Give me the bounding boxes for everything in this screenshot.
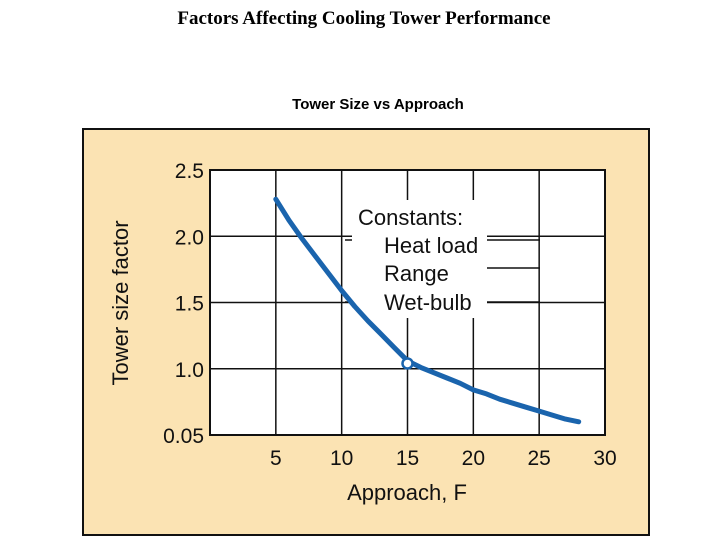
y-tick-label: 0.05 [163,425,204,448]
series-line [273,196,582,425]
annotation-heading: Constants: [358,205,463,230]
x-axis-title: Approach, F [347,480,467,505]
y-tick-label: 2.0 [175,226,204,249]
x-tick-label: 5 [270,447,282,470]
x-tick-label: 15 [396,447,419,470]
chart-title: Tower Size vs Approach [292,96,464,113]
x-tick-label: 10 [330,447,353,470]
slide-title: Factors Affecting Cooling Tower Performa… [177,8,551,29]
annotation-item: Wet-bulb [384,290,472,315]
annotation-item: Range [384,261,449,286]
x-tick-label: 30 [593,447,616,470]
marker-point [401,357,414,370]
annotation-backdrop [352,200,487,318]
annotation-item: Heat load [384,233,478,258]
x-tick-label: 20 [462,447,485,470]
y-tick-label: 1.5 [175,293,204,316]
y-tick-label: 2.5 [175,160,204,183]
x-tick-label: 25 [527,447,550,470]
y-tick-label: 1.0 [175,359,204,382]
y-axis-title: Tower size factor [108,220,133,385]
